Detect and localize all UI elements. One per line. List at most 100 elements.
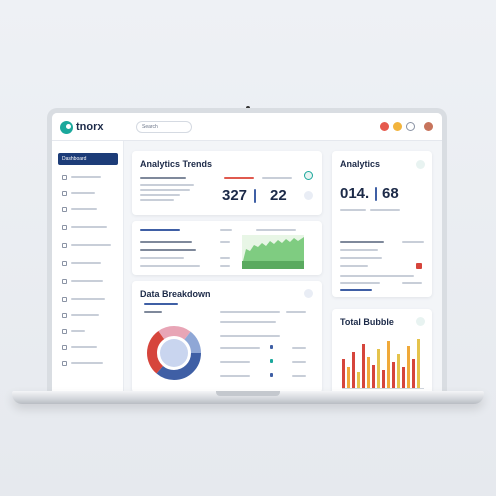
metric-value: 68 (382, 185, 399, 202)
area-chart (242, 235, 304, 269)
bar (377, 349, 380, 388)
sidebar-item-dashboard[interactable]: Dashboard (58, 153, 118, 165)
placeholder-label (220, 361, 250, 363)
placeholder-label (71, 280, 103, 282)
menu-icon (62, 174, 67, 180)
status-dot (270, 345, 273, 349)
menu-icon (62, 278, 67, 284)
divider-line (375, 187, 377, 201)
donut-chart (147, 326, 201, 380)
settings-icon[interactable] (406, 122, 415, 131)
laptop-screen: tnorx Search Dashboard (47, 108, 447, 398)
divider-line (254, 189, 256, 203)
sidebar-item[interactable] (58, 221, 118, 233)
placeholder-label (220, 241, 230, 243)
placeholder-label (292, 347, 306, 349)
settings-icon[interactable] (416, 317, 425, 326)
bar (397, 354, 400, 388)
bar (392, 362, 395, 388)
status-dot (270, 359, 273, 363)
dashboard-screen: tnorx Search Dashboard (52, 113, 442, 398)
placeholder-label (220, 347, 260, 349)
placeholder-label (140, 265, 200, 267)
bar (402, 367, 405, 388)
bar (372, 364, 375, 388)
settings-icon[interactable] (416, 160, 425, 169)
sidebar-item[interactable] (58, 341, 118, 353)
analytics-metrics-card: Analytics 014. 68 (332, 151, 432, 297)
chart-icon[interactable] (304, 171, 313, 180)
placeholder-label (140, 257, 184, 259)
placeholder-label (71, 314, 99, 316)
placeholder-label (220, 265, 230, 267)
card-title: Total Bubble (340, 317, 394, 327)
share-icon[interactable] (304, 289, 313, 298)
placeholder-label (340, 249, 378, 251)
sidebar-item[interactable] (58, 257, 118, 269)
menu-icon (62, 296, 67, 302)
bar (362, 343, 365, 388)
placeholder-label (256, 229, 296, 231)
sidebar-item[interactable] (58, 171, 118, 183)
trend-icon[interactable] (304, 191, 313, 200)
placeholder-label (140, 184, 194, 186)
placeholder-label (224, 177, 254, 179)
placeholder-label (71, 192, 95, 194)
placeholder-label (71, 226, 107, 228)
card-title: Data Breakdown (140, 289, 211, 299)
totals-card: Total Bubble (332, 309, 432, 395)
placeholder-label (220, 229, 232, 231)
placeholder-label (340, 241, 384, 243)
search-input[interactable]: Search (136, 121, 192, 133)
metric-value: 014. (340, 185, 370, 202)
bar (382, 369, 385, 388)
bar (417, 338, 420, 388)
notification-icon[interactable] (380, 122, 389, 131)
sidebar-item[interactable] (58, 239, 118, 251)
menu-icon (62, 260, 67, 266)
placeholder-label (144, 303, 178, 305)
top-bar: tnorx Search (52, 113, 442, 141)
placeholder-label (340, 257, 382, 259)
placeholder-label (71, 330, 85, 332)
placeholder-label (292, 361, 306, 363)
sidebar-item[interactable] (58, 203, 118, 215)
placeholder-label (292, 375, 306, 377)
sidebar-item[interactable] (58, 275, 118, 287)
placeholder-label (220, 375, 250, 377)
placeholder-label (71, 362, 103, 364)
brand-name: tnorx (76, 121, 104, 133)
laptop-notch (216, 391, 280, 396)
placeholder-label (140, 229, 180, 231)
menu-icon (62, 224, 67, 230)
sidebar-item[interactable] (58, 309, 118, 321)
status-badge (416, 263, 422, 269)
bar-chart (342, 335, 424, 389)
menu-icon (62, 328, 67, 334)
area-chart-band (242, 261, 304, 269)
avatar[interactable] (424, 122, 433, 131)
sidebar: Dashboard (52, 141, 124, 398)
menu-icon (62, 312, 67, 318)
donut-center (160, 339, 188, 367)
placeholder-label (140, 199, 174, 201)
placeholder-label (402, 282, 422, 284)
sidebar-item[interactable] (58, 187, 118, 199)
placeholder-label (340, 282, 380, 284)
menu-icon (62, 190, 67, 196)
placeholder-label (71, 176, 101, 178)
placeholder-label (220, 335, 280, 337)
placeholder-label (370, 209, 400, 211)
sidebar-item-label: Dashboard (62, 156, 87, 162)
sidebar-item[interactable] (58, 293, 118, 305)
menu-icon (62, 206, 67, 212)
kpi-value: 327 (222, 187, 248, 204)
bar (407, 346, 410, 388)
placeholder-label (140, 189, 190, 191)
sidebar-item[interactable] (58, 357, 118, 369)
placeholder-label (140, 249, 196, 251)
sidebar-item[interactable] (58, 325, 118, 337)
placeholder-label (140, 194, 180, 196)
placeholder-label (262, 177, 292, 179)
alert-icon[interactable] (393, 122, 402, 131)
